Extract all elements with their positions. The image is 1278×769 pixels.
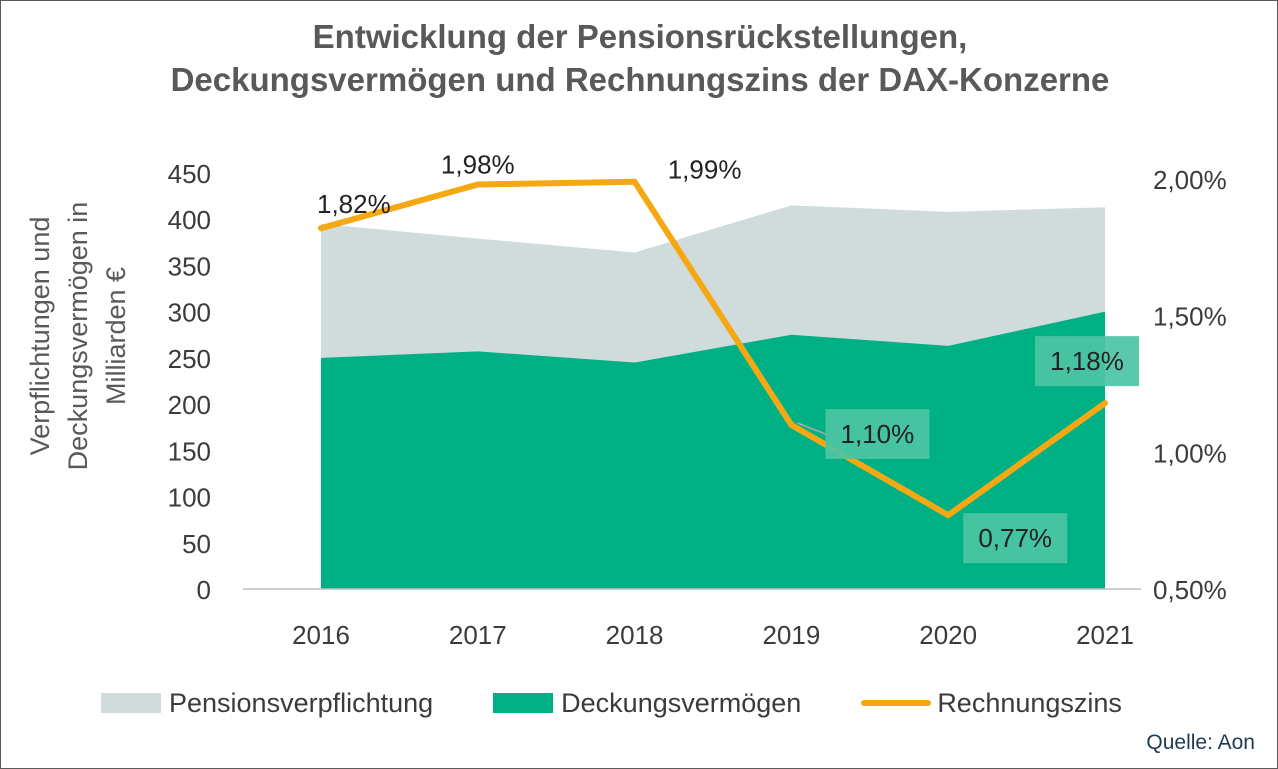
legend-label-rate: Rechnungszins [937, 687, 1122, 718]
legend-item-pension: Pensionsverpflichtung [101, 688, 433, 719]
data-label: 1,10% [841, 419, 915, 449]
legend-item-assets: Deckungsvermögen [493, 688, 801, 719]
x-tick-label: 2016 [292, 620, 350, 650]
chart-title-line-1: Entwicklung der Pensionsrückstellungen, [312, 18, 968, 55]
data-label: 1,99% [668, 155, 742, 185]
legend-swatch-pension [101, 693, 161, 713]
y-tick-label: 250 [168, 344, 211, 374]
data-label: 1,18% [1050, 346, 1124, 376]
x-tick-label: 2018 [606, 620, 664, 650]
rate-line [318, 178, 1108, 519]
x-tick-label: 2021 [1076, 620, 1134, 650]
y-tick-label: 450 [168, 159, 211, 189]
assets-area [321, 311, 1105, 589]
y-tick-label: 400 [168, 205, 211, 235]
data-label-box [1035, 336, 1139, 387]
data-label-box [963, 513, 1068, 564]
legend: Pensionsverpflichtung Deckungsvermögen R… [101, 685, 1182, 721]
data-label: 1,98% [441, 149, 515, 179]
chart-title: Entwicklung der Pensionsrückstellungen, … [1, 15, 1278, 101]
source-note: Quelle: Aon [1146, 731, 1255, 754]
y2-tick-label: 2,00% [1153, 165, 1227, 195]
y-axis-title-line: Verpflichtungen und [25, 217, 55, 456]
legend-label-assets: Deckungsvermögen [561, 687, 802, 718]
y2-tick-label: 1,00% [1153, 438, 1227, 468]
data-label-box [825, 409, 930, 459]
x-tick-label: 2017 [449, 620, 507, 650]
legend-label-pension: Pensionsverpflichtung [169, 687, 434, 718]
y-tick-label: 300 [168, 298, 211, 328]
y-axis-title-line: Deckungsvermögen in [63, 202, 93, 471]
chart-title-line-2: Deckungsvermögen und Rechnungszins der D… [170, 61, 1110, 98]
y-tick-label: 150 [168, 436, 211, 466]
legend-swatch-rate [861, 700, 932, 706]
y2-tick-label: 0,50% [1153, 575, 1227, 605]
y-tick-label: 200 [168, 390, 211, 420]
y-tick-label: 0 [197, 575, 211, 605]
data-label: 1,82% [317, 189, 391, 219]
y2-tick-label: 1,50% [1153, 302, 1227, 332]
x-tick-label: 2020 [919, 620, 977, 650]
data-label-leader [797, 422, 826, 435]
y-axis-title-line: Milliarden € [101, 267, 131, 405]
y-tick-label: 350 [168, 251, 211, 281]
legend-swatch-assets [493, 693, 554, 713]
legend-item-rate: Rechnungszins [861, 688, 1122, 719]
x-tick-label: 2019 [762, 620, 820, 650]
chart-plot: 0 50 100 150 200 250 300 350 400 450 0,50% 1,00% 1,5… [25, 149, 1227, 650]
y-tick-label: 100 [168, 483, 211, 513]
data-label: 0,77% [978, 523, 1052, 553]
y-tick-label: 50 [182, 529, 211, 559]
